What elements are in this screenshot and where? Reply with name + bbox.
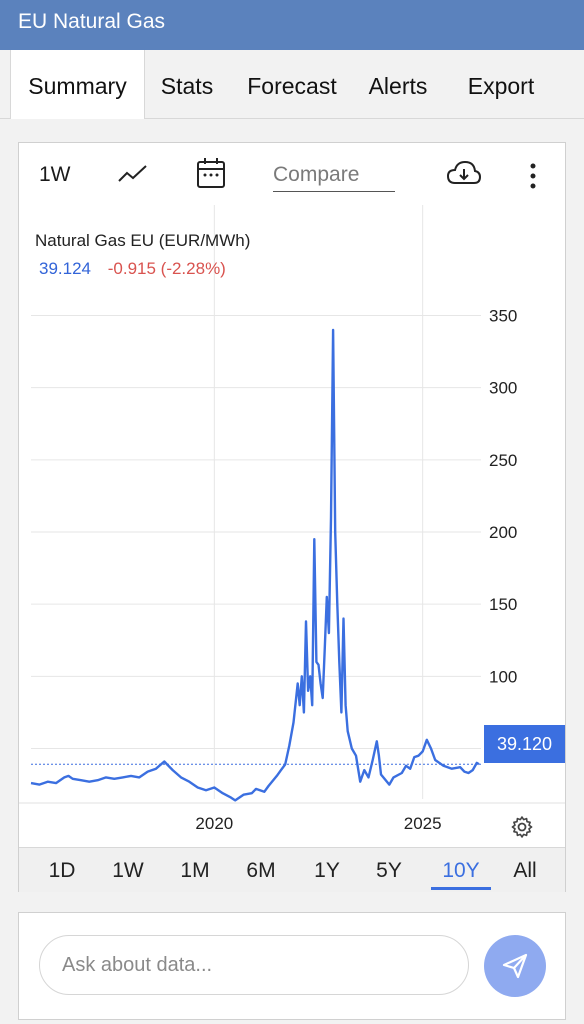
range-all[interactable]: All: [513, 859, 537, 882]
legend-change: -0.915 (-2.28%): [107, 259, 226, 278]
range-1y[interactable]: 1Y: [314, 859, 340, 882]
chat-panel: [18, 912, 566, 1020]
line-chart-icon[interactable]: [117, 161, 149, 194]
price-chart[interactable]: 5010015020025030035020202025: [19, 203, 565, 847]
range-6m[interactable]: 6M: [246, 859, 276, 882]
app-title: EU Natural Gas: [18, 10, 166, 33]
range-1w[interactable]: 1W: [112, 859, 144, 882]
range-5y[interactable]: 5Y: [376, 859, 402, 882]
range-1d[interactable]: 1D: [48, 859, 76, 882]
send-button[interactable]: [484, 935, 546, 997]
send-icon: [502, 953, 528, 979]
y-tick-label: 100: [489, 667, 517, 686]
gear-icon[interactable]: [510, 815, 534, 844]
y-tick-label: 350: [489, 307, 517, 326]
y-tick-label: 150: [489, 595, 517, 614]
range-selector: 1D 1W 1M 6M 1Y 5Y 10Y All: [19, 847, 565, 892]
chart-card: 1W Compare 5010015020025030035020202025 …: [18, 142, 566, 892]
tab-export[interactable]: Export: [467, 73, 535, 99]
y-tick-label: 300: [489, 379, 517, 398]
interval-button[interactable]: 1W: [39, 163, 71, 186]
y-tick-label: 200: [489, 523, 517, 542]
y-tick-label: 250: [489, 451, 517, 470]
tab-bar: Summary Stats Forecast Alerts Export: [0, 50, 584, 119]
tab-summary[interactable]: Summary: [10, 50, 145, 119]
range-10y[interactable]: 10Y: [431, 848, 491, 892]
app-header: EU Natural Gas: [0, 0, 584, 50]
tab-stats[interactable]: Stats: [160, 73, 214, 99]
price-series-line: [30, 328, 480, 802]
current-price-tag: 39.120: [484, 725, 565, 763]
range-1m[interactable]: 1M: [180, 859, 210, 882]
chat-input[interactable]: [39, 935, 469, 995]
calendar-icon[interactable]: [196, 157, 226, 194]
legend-value: 39.124: [39, 259, 91, 278]
tab-forecast[interactable]: Forecast: [247, 73, 337, 99]
legend-title: Natural Gas EU (EUR/MWh): [35, 231, 251, 250]
x-tick-label: 2025: [404, 814, 442, 833]
cloud-download-icon[interactable]: [446, 159, 482, 194]
x-tick-label: 2020: [195, 814, 233, 833]
tab-alerts[interactable]: Alerts: [368, 73, 428, 99]
compare-input[interactable]: Compare: [273, 161, 395, 192]
legend-values: 39.124 -0.915 (-2.28%): [39, 259, 226, 279]
more-vertical-icon[interactable]: [527, 161, 539, 196]
